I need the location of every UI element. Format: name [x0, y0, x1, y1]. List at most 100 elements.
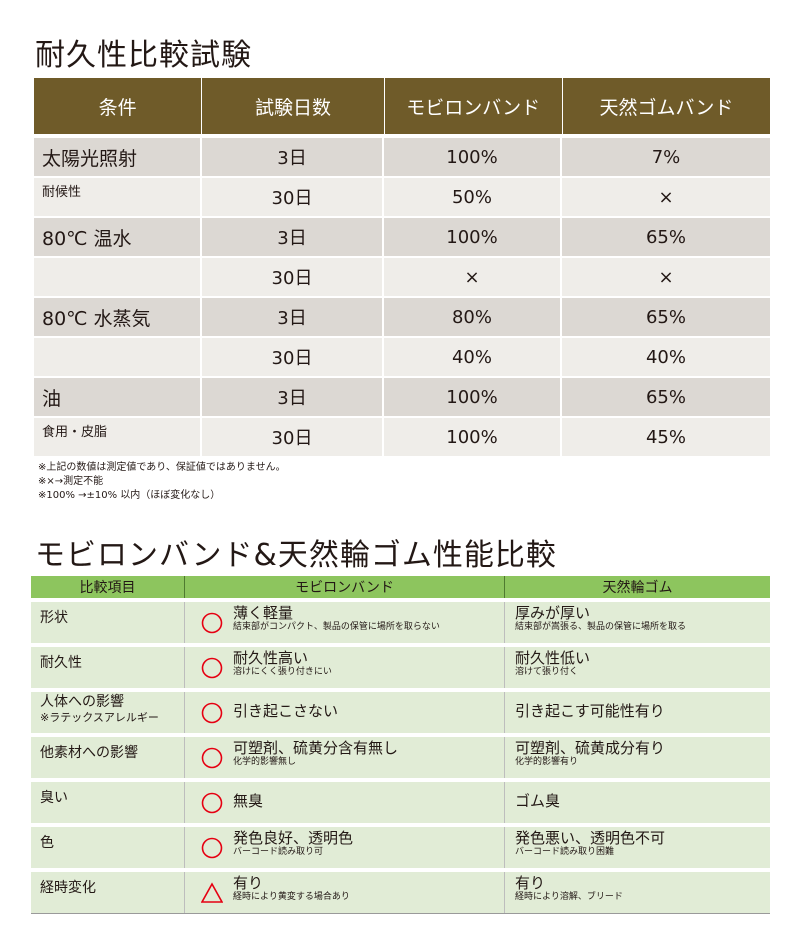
comparison-item-label: 色: [40, 835, 54, 851]
rubber-text: 耐久性低い: [515, 649, 591, 667]
comparison-item-label: 耐久性: [40, 655, 82, 671]
rubber-subtext: バーコード読み取り困難: [515, 847, 615, 857]
table-row: 臭い 無臭 ゴム臭: [31, 782, 770, 823]
table-row: 経時変化 有り 経時により黄変する場合あり 有り 経時により溶解、ブリード: [31, 872, 770, 913]
rubber-subtext: 結束部が嵩張る、製品の保管に場所を取る: [515, 622, 687, 632]
rubber-text: 引き起こす可能性有り: [515, 702, 665, 720]
rubber-cell: 厚みが厚い 結束部が嵩張る、製品の保管に場所を取る: [505, 602, 770, 643]
mobilon-value-cell: 100%: [384, 138, 562, 176]
mobilon-cell: 有り 経時により黄変する場合あり: [185, 872, 505, 913]
table-row: 人体への影響 ※ラテックスアレルギー 引き起こさない 引き起こす可能性有り: [31, 692, 770, 733]
rubber-value-cell: 40%: [645, 346, 686, 368]
rubber-text: 有り: [515, 874, 546, 892]
table-row: 太陽光照射 3日 100% 7%: [34, 138, 770, 176]
rubber-text: 発色悪い、透明色不可: [515, 829, 666, 847]
mobilon-value-cell: 100%: [384, 418, 562, 456]
comparison-item-cell: 他素材への影響: [31, 737, 185, 778]
mobilon-subtext: 結束部がコンパクト、製品の保管に場所を取らない: [233, 622, 440, 632]
days-cell: 30日: [202, 418, 384, 456]
rubber-cell: 発色悪い、透明色不可 バーコード読み取り困難: [505, 827, 770, 868]
mobilon-value-cell: 100%: [384, 378, 562, 416]
comparison-item-label: 他素材への影響: [40, 745, 138, 761]
durability-test-title: 耐久性比較試験: [35, 38, 252, 73]
rubber-cell: 可塑剤、硫黄成分有り 化学的影響有り: [505, 737, 770, 778]
mobilon-cell: 可塑剤、硫黄分含有無し 化学的影響無し: [185, 737, 505, 778]
mobilon-text: 発色良好、透明色: [233, 829, 354, 847]
table-row: 形状 薄く軽量 結束部がコンパクト、製品の保管に場所を取らない 厚みが厚い 結束部が嵩張…: [31, 602, 770, 643]
mobilon-value-cell: ×: [384, 258, 562, 296]
comparison-item-cell: 色: [31, 827, 185, 868]
table-row: 30日 40% 40%: [34, 338, 770, 376]
condition-cell: 80℃ 水蒸気: [34, 298, 202, 336]
durability-test-table: 条件 試験日数 モビロンバンド 天然ゴムバンド 太陽光照射 3日 100% 7% 耐候性…: [34, 78, 770, 458]
table-row: 80℃ 温水 3日 100% 65%: [34, 218, 770, 256]
rubber-subtext: 経時により溶解、ブリード: [515, 892, 623, 902]
rubber-cell: 有り 経時により溶解、ブリード: [505, 872, 770, 913]
days-cell: 30日: [202, 178, 384, 216]
rubber-cell: 耐久性低い 溶けて張り付く: [505, 647, 770, 688]
circle-mark-icon: [201, 747, 223, 769]
rubber-subtext: 化学的影響有り: [515, 757, 579, 767]
rubber-subtext: 溶けて張り付く: [515, 667, 579, 677]
comparison-table-body: 形状 薄く軽量 結束部がコンパクト、製品の保管に場所を取らない 厚みが厚い 結束部が嵩張…: [31, 602, 770, 913]
header-comparison-item: 比較項目: [31, 576, 185, 598]
mobilon-value-cell: 100%: [384, 218, 562, 256]
days-cell: 3日: [202, 218, 384, 256]
rubber-value-cell: ×: [658, 266, 674, 288]
comparison-item-label: 経時変化: [40, 880, 96, 896]
rubber-value-cell: 65%: [645, 226, 686, 248]
comparison-item-label: 人体への影響: [40, 694, 124, 710]
comparison-item-label: 臭い: [40, 790, 68, 806]
circle-mark-icon: [201, 837, 223, 859]
condition-cell: 80℃ 温水: [34, 218, 202, 256]
condition-cell: 油: [34, 378, 202, 416]
mobilon-subtext: 溶けにくく張り付きにい: [233, 667, 332, 677]
circle-mark-icon: [201, 792, 223, 814]
header-condition: 条件: [34, 78, 203, 134]
circle-mark-icon: [201, 657, 223, 679]
mobilon-text: 耐久性高い: [233, 649, 309, 667]
comparison-item-cell: 経時変化: [31, 872, 185, 913]
rubber-cell: 引き起こす可能性有り: [505, 692, 770, 733]
header-mobilon-band: モビロンバンド: [185, 576, 505, 598]
condition-cell: 耐候性: [34, 178, 202, 216]
mobilon-value-cell: 80%: [384, 298, 562, 336]
days-cell: 30日: [202, 338, 384, 376]
comparison-item-cell: 人体への影響 ※ラテックスアレルギー: [31, 692, 185, 733]
mobilon-text: 引き起こさない: [233, 702, 339, 720]
mobilon-subtext: 化学的影響無し: [233, 757, 297, 767]
mobilon-subtext: 経時により黄変する場合あり: [233, 892, 350, 902]
mobilon-cell: 耐久性高い 溶けにくく張り付きにい: [185, 647, 505, 688]
condition-cell: [34, 258, 202, 296]
rubber-text: ゴム臭: [515, 792, 561, 810]
mobilon-subtext: バーコード読み取り可: [233, 847, 324, 857]
condition-cell: 食用・皮脂: [34, 418, 202, 456]
mobilon-cell: 発色良好、透明色 バーコード読み取り可: [185, 827, 505, 868]
circle-mark-icon: [201, 612, 223, 634]
days-cell: 3日: [202, 378, 384, 416]
header-natural-rubber: 天然輪ゴム: [602, 580, 673, 596]
rubber-value-cell: 65%: [645, 386, 686, 408]
condition-cell: [34, 338, 202, 376]
performance-comparison-table: 比較項目 モビロンバンド 天然輪ゴム 形状 薄く軽量 結束部がコンパクト、製品の保管…: [31, 576, 770, 914]
rubber-value-cell: 45%: [645, 426, 686, 448]
days-cell: 30日: [202, 258, 384, 296]
table-row: 色発色良好、透明色 バーコード読み取り可 発色悪い、透明色不可 バーコード読み取り困難: [31, 827, 770, 868]
rubber-value-cell: 65%: [645, 306, 686, 328]
circle-mark-icon: [201, 702, 223, 724]
mobilon-cell: 薄く軽量 結束部がコンパクト、製品の保管に場所を取らない: [185, 602, 505, 643]
comparison-item-label: 形状: [40, 610, 68, 626]
mobilon-value-cell: 50%: [384, 178, 562, 216]
rubber-value-cell: 7%: [651, 146, 681, 168]
mobilon-text: 可塑剤、硫黄分含有無し: [233, 739, 399, 757]
comparison-item-cell: 臭い: [31, 782, 185, 823]
mobilon-text: 無臭: [233, 792, 264, 810]
note-line: ※上記の数値は測定値であり、保証値ではありません。: [38, 462, 286, 473]
table-row: 30日 × ×: [34, 258, 770, 296]
table-row: 耐久性 耐久性高い 溶けにくく張り付きにい 耐久性低い 溶けて張り付く: [31, 647, 770, 688]
header-natural-rubber-band: 天然ゴムバンド: [599, 96, 734, 119]
mobilon-text: 薄く軽量: [233, 604, 294, 622]
table-row: 80℃ 水蒸気 3日 80% 65%: [34, 298, 770, 336]
header-test-days: 試験日数: [202, 78, 385, 134]
rubber-text: 厚みが厚い: [515, 604, 591, 622]
